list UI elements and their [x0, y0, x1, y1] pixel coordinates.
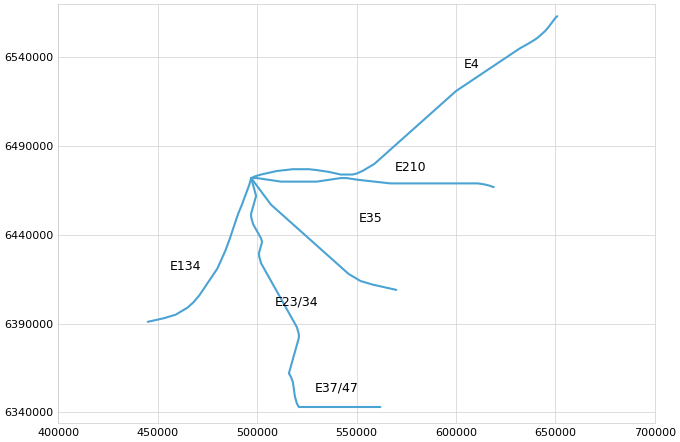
Text: E134: E134 [169, 260, 201, 273]
Text: E23/34: E23/34 [275, 296, 319, 309]
Text: E37/47: E37/47 [315, 381, 358, 394]
Text: E35: E35 [358, 213, 382, 225]
Text: E210: E210 [394, 161, 426, 174]
Text: E4: E4 [464, 58, 479, 71]
